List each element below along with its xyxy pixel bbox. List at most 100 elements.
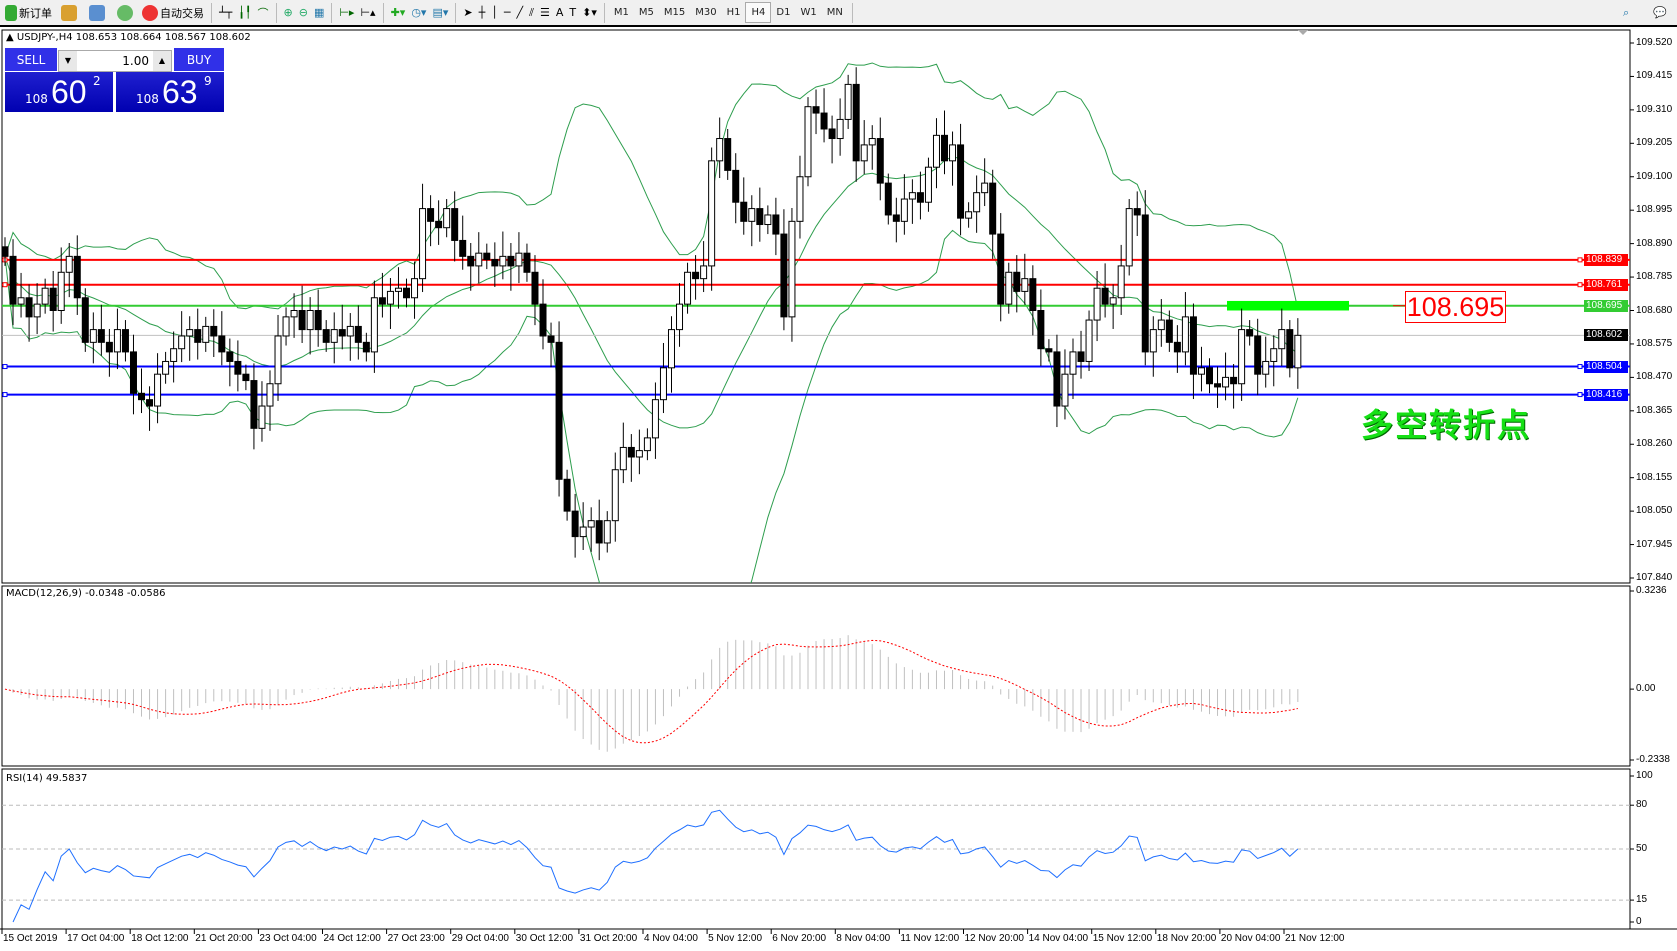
new-order-button[interactable]: 新订单 <box>2 2 55 24</box>
candlestick-icon[interactable]: ╽╿ <box>238 6 252 19</box>
line-chart-icon[interactable]: ⌒ <box>257 6 269 20</box>
crosshair-icon[interactable]: ┼ <box>478 6 486 19</box>
timeframe-w1[interactable]: W1 <box>800 7 817 18</box>
bollinger-lower <box>4 229 1299 583</box>
chat-icon[interactable]: 💬 <box>1653 6 1667 19</box>
bull-candle <box>587 520 595 528</box>
bear-candle <box>627 446 635 458</box>
timeframe-m5[interactable]: M5 <box>638 7 654 18</box>
bull-candle <box>290 310 298 318</box>
timeframe-m30[interactable]: M30 <box>695 7 717 18</box>
search-icon[interactable]: ⌕ <box>1623 5 1630 19</box>
buy-price[interactable]: 108 63 9 <box>116 72 224 112</box>
sell-price[interactable]: 108 60 2 <box>5 72 113 112</box>
price-tick-label: 109.520 <box>1636 37 1673 48</box>
lot-decrease-button[interactable]: ▼ <box>59 51 77 71</box>
sell-button[interactable]: SELL <box>5 48 57 71</box>
text-icon[interactable]: A <box>555 6 564 19</box>
price-tick-label: 108.260 <box>1636 438 1673 450</box>
price-annotation-box[interactable]: 108.695 <box>1405 291 1506 323</box>
history-center-icon[interactable] <box>61 4 77 21</box>
bear-candle <box>692 271 700 280</box>
bull-candle <box>764 214 772 226</box>
bear-candle <box>242 373 250 382</box>
bull-candle <box>1222 376 1230 388</box>
price-line-tag: 108.761 <box>1584 278 1628 291</box>
bull-candle <box>1262 360 1270 375</box>
time-tick-label: 27 Oct 23:00 <box>387 933 445 944</box>
time-tick-label: 30 Oct 12:00 <box>515 933 574 944</box>
auto-trading-button[interactable]: 自动交易 <box>139 2 207 24</box>
price-tick-label: 108.680 <box>1636 304 1673 316</box>
bull-candle <box>65 255 73 273</box>
trendline-icon[interactable]: ╱ <box>516 6 524 19</box>
timeframe-bar: M1 M5 M15 M30 H1 H4 D1 W1 MN <box>609 2 848 23</box>
bull-candle <box>900 198 908 222</box>
bear-candle <box>234 360 242 375</box>
timeframe-d1[interactable]: D1 <box>776 7 791 18</box>
periods-icon[interactable]: ◷▾ <box>411 6 427 19</box>
bear-candle <box>1013 271 1021 292</box>
vertical-line-icon[interactable]: │ <box>491 6 498 19</box>
text-label-icon[interactable]: T <box>569 6 577 19</box>
price-tick-label: 108.050 <box>1636 505 1673 517</box>
timeframe-mn[interactable]: MN <box>826 7 843 18</box>
price-tick-label: 108.785 <box>1636 271 1673 283</box>
community-icon[interactable] <box>89 4 105 21</box>
bull-candle <box>258 405 266 429</box>
fibonacci-icon[interactable]: ☰ <box>539 6 550 19</box>
zoom-out-icon[interactable]: ⊖ <box>298 6 308 19</box>
bull-candle <box>619 446 627 471</box>
bull-candle <box>659 367 667 401</box>
bull-candle <box>700 265 708 280</box>
macd-label: MACD(12,26,9) -0.0348 -0.0586 <box>6 588 166 599</box>
bollinger-upper <box>4 62 1299 310</box>
indicators-icon[interactable]: ✚▾ <box>390 6 406 19</box>
tile-windows-icon[interactable]: ▦ <box>313 6 325 19</box>
separator <box>382 2 384 23</box>
bear-candle <box>81 297 89 343</box>
bear-candle <box>539 303 547 337</box>
bull-candle <box>932 134 940 168</box>
auto-scroll-icon[interactable]: ⊢▸ <box>339 6 355 19</box>
bear-candle <box>812 106 820 114</box>
bull-candle <box>386 290 394 305</box>
zoom-in-icon[interactable]: ⊕ <box>283 6 293 19</box>
signals-icon[interactable] <box>117 4 133 21</box>
bear-candle <box>314 310 322 331</box>
timeframe-m15[interactable]: M15 <box>663 7 686 18</box>
templates-icon[interactable]: ▤▾ <box>432 6 449 19</box>
bull-candle <box>1109 297 1117 305</box>
price-line-tag: 108.416 <box>1584 388 1628 401</box>
toolbar: 新订单 自动交易 ┴┬ ╽╿ ⌒ ⊕ ⊖ ▦ ⊢▸ ⊢▴ ✚▾ ◷▾ ▤▾ ➤ … <box>0 0 1677 27</box>
channel-icon[interactable]: ⫽ <box>529 5 534 19</box>
bar-chart-icon[interactable]: ┴┬ <box>219 6 233 19</box>
bull-candle <box>266 383 274 407</box>
timeframe-h1[interactable]: H1 <box>726 7 741 18</box>
lot-size-input[interactable]: ▼ 1.00 ▲ <box>58 50 172 72</box>
cursor-icon[interactable]: ➤ <box>463 6 473 19</box>
arrows-icon[interactable]: ⬍▾ <box>582 6 597 19</box>
line-handle <box>2 392 8 398</box>
chart-shift-icon[interactable]: ⊢▴ <box>360 6 376 19</box>
timeframe-m1[interactable]: M1 <box>613 7 629 18</box>
bull-candle <box>57 271 65 311</box>
bear-candle <box>338 329 346 337</box>
timeframe-h4[interactable]: H4 <box>745 2 772 23</box>
separator <box>211 2 212 23</box>
bull-candle <box>41 287 49 305</box>
symbol-ohlc: USDJPY-,H4 108.653 108.664 108.567 108.6… <box>16 32 251 43</box>
bull-candle <box>676 303 684 331</box>
buy-button[interactable]: BUY <box>174 48 224 71</box>
bear-candle <box>1133 208 1141 216</box>
bull-candle <box>1021 278 1029 292</box>
time-tick-label: 21 Oct 20:00 <box>195 933 253 944</box>
separator <box>331 2 333 23</box>
bull-candle <box>1061 373 1069 407</box>
bear-candle <box>555 341 563 480</box>
turning-point-annotation[interactable]: 多空转折点 <box>1361 406 1532 444</box>
horizontal-line-icon[interactable]: ─ <box>503 6 511 19</box>
bear-candle <box>916 192 924 203</box>
lot-increase-button[interactable]: ▲ <box>153 51 171 71</box>
